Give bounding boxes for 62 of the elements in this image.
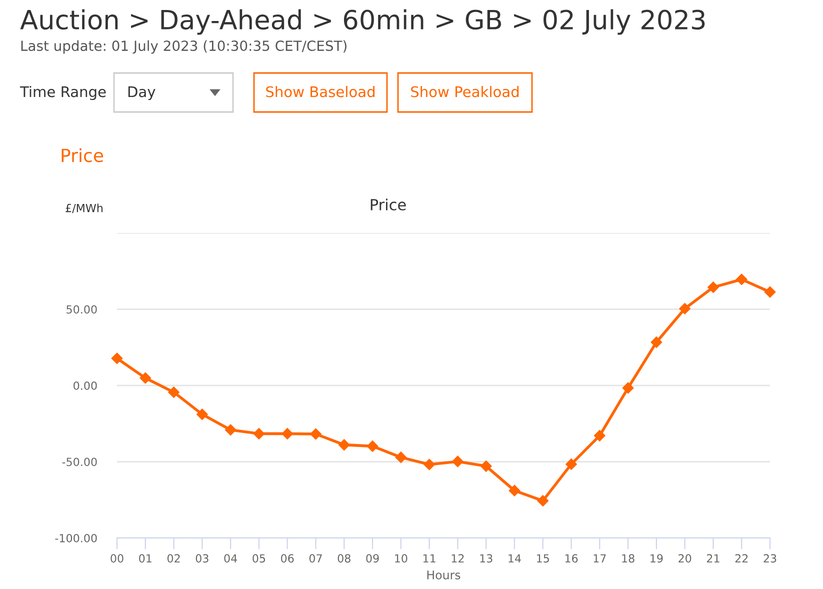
x-tick-label: 05	[252, 554, 266, 563]
y-tick-label: 0.00	[74, 381, 97, 390]
x-tick-label: 14	[508, 554, 521, 562]
point	[650, 336, 662, 348]
point	[537, 495, 548, 506]
x-tick-label: 01	[139, 554, 152, 563]
point	[480, 460, 492, 472]
y-tick-label: -50.00	[62, 458, 97, 466]
point	[622, 382, 634, 394]
x-tick-label: 09	[366, 554, 379, 563]
text: Day	[128, 86, 156, 100]
point	[196, 408, 208, 420]
point	[338, 439, 350, 450]
x-tick-label: 10	[395, 554, 408, 563]
text: Auction > Day-Ahead > 60min > GB > 02 July 2023	[20, 9, 705, 35]
x-tick-label: 04	[224, 554, 238, 563]
y-tick-label: 50.00	[66, 305, 97, 314]
y-axis-title: £/MWh	[66, 204, 102, 214]
text: Show Baseload	[266, 86, 375, 98]
point	[253, 428, 265, 440]
point	[140, 372, 151, 384]
point	[566, 458, 577, 470]
text: Time Range	[20, 86, 106, 100]
x-tick-label: 17	[594, 554, 606, 562]
point	[708, 282, 719, 293]
point	[224, 424, 236, 436]
point	[366, 440, 378, 452]
point	[282, 428, 293, 440]
x-tick-label: 03	[196, 554, 208, 563]
point	[594, 430, 606, 442]
x-tick-label: 23	[764, 554, 776, 563]
x-axis-title: Hours	[427, 570, 460, 580]
point	[168, 386, 180, 398]
point	[395, 452, 407, 463]
point	[508, 484, 520, 496]
x-tick-label: 07	[309, 554, 322, 563]
x-tick-label: 11	[423, 554, 436, 562]
point	[310, 428, 322, 440]
x-tick-label: 18	[622, 554, 634, 563]
x-tick-label: 00	[110, 554, 124, 563]
x-tick-label: 08	[338, 554, 350, 563]
x-tick-label: 16	[565, 554, 578, 563]
point	[736, 274, 748, 285]
text: Show Peakload	[411, 86, 519, 98]
x-tick-label: 06	[281, 554, 294, 563]
text: Last update: 01 July 2023 (10:30:35 CET/CEST)	[21, 40, 346, 54]
point	[424, 458, 435, 470]
x-tick-label: 13	[480, 554, 492, 563]
chart-title: Price	[370, 198, 406, 210]
point	[679, 303, 690, 314]
x-tick-label: 12	[452, 554, 464, 562]
x-tick-label: 22	[735, 554, 748, 562]
point	[452, 456, 464, 468]
y-tick-label: -100.00	[55, 534, 97, 542]
x-tick-label: 02	[167, 554, 180, 563]
point	[764, 286, 776, 298]
x-tick-label: 20	[678, 554, 692, 563]
x-tick-label: 15	[537, 554, 549, 563]
point	[111, 352, 123, 364]
x-tick-label: 19	[650, 554, 663, 563]
x-tick-label: 21	[706, 554, 720, 562]
text: Price	[62, 148, 104, 162]
